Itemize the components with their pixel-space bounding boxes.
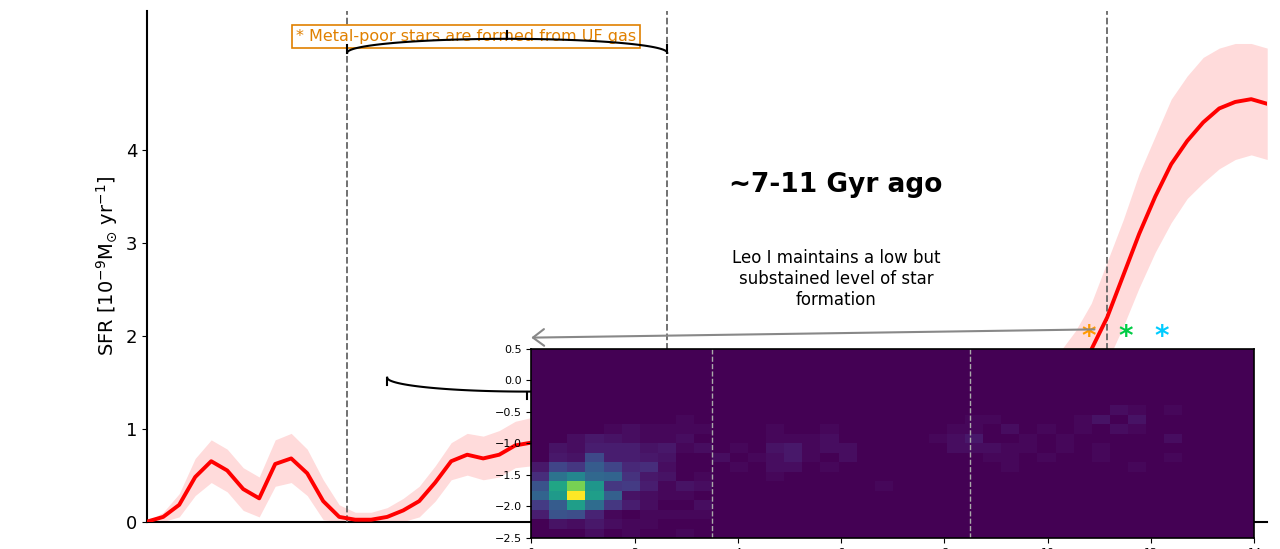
Text: *: *	[1082, 323, 1097, 351]
Text: * Metal-poor stars are formed from UF gas: * Metal-poor stars are formed from UF ga…	[297, 29, 636, 44]
Text: *: *	[1117, 323, 1133, 351]
Y-axis label: SFR [10$^{-9}$M$_{\odot}$ yr$^{-1}$]: SFR [10$^{-9}$M$_{\odot}$ yr$^{-1}$]	[95, 176, 120, 356]
Text: *: *	[1155, 323, 1169, 351]
Text: ~7-11 Gyr ago: ~7-11 Gyr ago	[730, 172, 942, 198]
Text: Leo I maintains a low but
substained level of star
formation: Leo I maintains a low but substained lev…	[732, 249, 941, 309]
